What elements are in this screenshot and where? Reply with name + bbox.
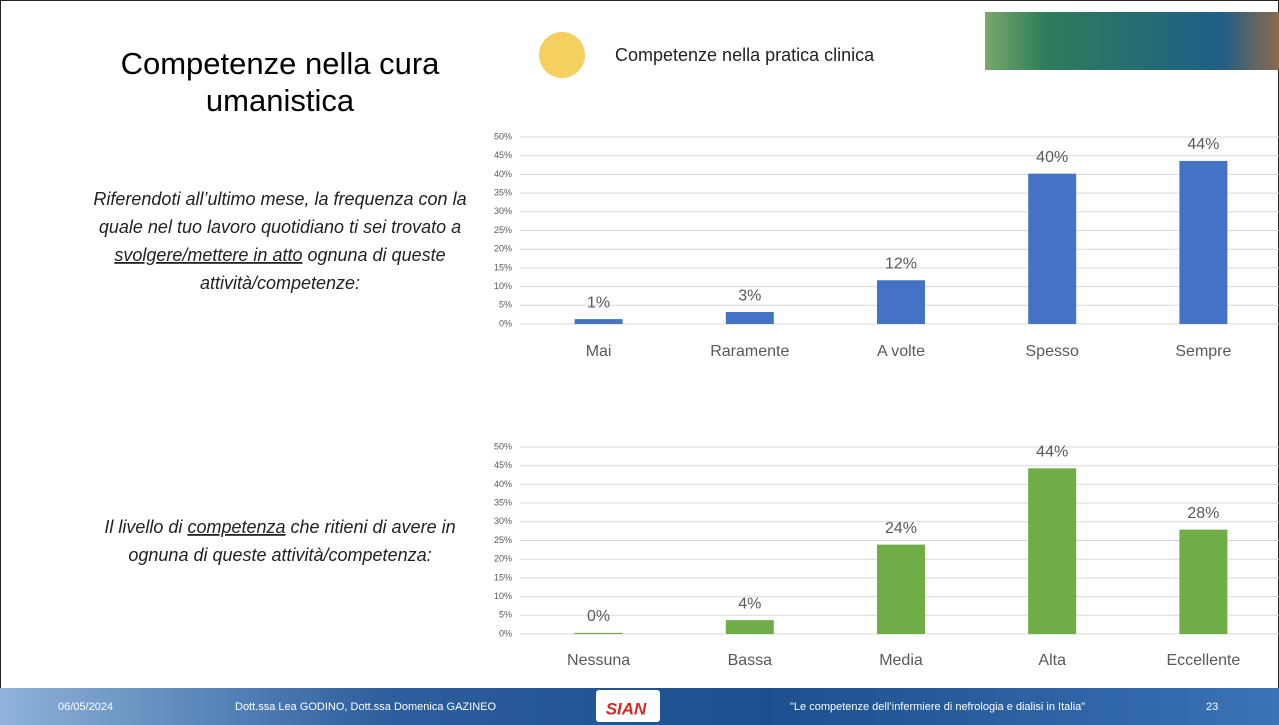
y-tick-label: 25% xyxy=(494,535,512,545)
congress-logo xyxy=(985,12,1279,70)
value-label: 3% xyxy=(738,287,761,304)
x-tick-label: Nessuna xyxy=(567,652,630,669)
bar xyxy=(574,319,623,324)
value-label: 4% xyxy=(738,595,761,612)
question: Il livello di competenza che ritieni di … xyxy=(104,517,455,537)
x-tick-label: Eccellente xyxy=(1166,652,1240,669)
x-tick-label: Spesso xyxy=(1026,343,1079,360)
bar xyxy=(1179,160,1228,324)
question: attività/competenze: xyxy=(200,273,360,293)
value-label: 1% xyxy=(587,294,610,311)
value-label: 40% xyxy=(1036,149,1068,166)
y-tick-label: 5% xyxy=(499,610,512,620)
y-tick-label: 35% xyxy=(494,497,512,507)
y-tick-label: 0% xyxy=(499,628,512,638)
y-tick-label: 40% xyxy=(494,479,512,489)
value-label: 0% xyxy=(587,608,610,625)
y-tick-label: 40% xyxy=(494,169,512,179)
y-tick-label: 15% xyxy=(494,572,512,582)
y-tick-label: 20% xyxy=(494,244,512,254)
x-tick-label: Alta xyxy=(1038,652,1066,669)
x-tick-label: A volte xyxy=(877,343,925,360)
value-label: 12% xyxy=(885,255,917,272)
y-tick-label: 10% xyxy=(494,281,512,291)
value-label: 28% xyxy=(1187,505,1219,522)
x-tick-label: Sempre xyxy=(1175,343,1231,360)
y-tick-label: 10% xyxy=(494,591,512,601)
y-tick-label: 45% xyxy=(494,150,512,160)
bar xyxy=(1179,529,1228,634)
bar xyxy=(725,312,774,324)
x-tick-label: Bassa xyxy=(728,652,773,669)
x-tick-label: Raramente xyxy=(710,343,789,360)
bar xyxy=(725,620,774,634)
value-label: 44% xyxy=(1036,444,1068,461)
question: quale nel tuo lavoro quotidiano ti sei t… xyxy=(99,217,461,237)
value-label: 24% xyxy=(885,520,917,537)
bar xyxy=(877,544,925,634)
y-tick-label: 30% xyxy=(494,206,512,216)
value-label: 44% xyxy=(1187,136,1219,153)
bar xyxy=(1028,173,1077,324)
y-tick-label: 15% xyxy=(494,262,512,272)
y-tick-label: 30% xyxy=(494,516,512,526)
question: ognuna di queste attività/competenza: xyxy=(128,545,431,565)
legend-dot xyxy=(539,32,585,78)
y-tick-label: 50% xyxy=(494,131,512,141)
y-tick-label: 5% xyxy=(499,300,512,310)
footer-logo-text: SIAN xyxy=(606,699,647,718)
footer-date: 06/05/2024 xyxy=(58,701,113,713)
bar xyxy=(574,632,623,634)
bar xyxy=(1028,468,1077,634)
title: Competenze nella cura xyxy=(121,46,441,81)
y-tick-label: 50% xyxy=(494,441,512,451)
y-tick-label: 0% xyxy=(499,318,512,328)
footer-logo xyxy=(596,690,660,722)
footer-authors: Dott.ssa Lea GODINO, Dott.ssa Domenica G… xyxy=(235,701,496,713)
y-tick-label: 25% xyxy=(494,225,512,235)
footer-tagline: "Le competenze dell’infermiere di nefrol… xyxy=(790,701,1085,713)
page-number: 23 xyxy=(1206,701,1218,713)
bar xyxy=(877,280,925,324)
question: svolgere/mettere in atto ognuna di quest… xyxy=(114,245,445,265)
legend-label: Competenze nella pratica clinica xyxy=(615,45,875,65)
title: umanistica xyxy=(206,83,355,118)
x-tick-label: Media xyxy=(879,652,923,669)
question: Riferendoti all’ultimo mese, la frequenz… xyxy=(93,189,466,209)
y-tick-label: 35% xyxy=(494,187,512,197)
y-tick-label: 45% xyxy=(494,460,512,470)
x-tick-label: Mai xyxy=(586,343,612,360)
y-tick-label: 20% xyxy=(494,554,512,564)
